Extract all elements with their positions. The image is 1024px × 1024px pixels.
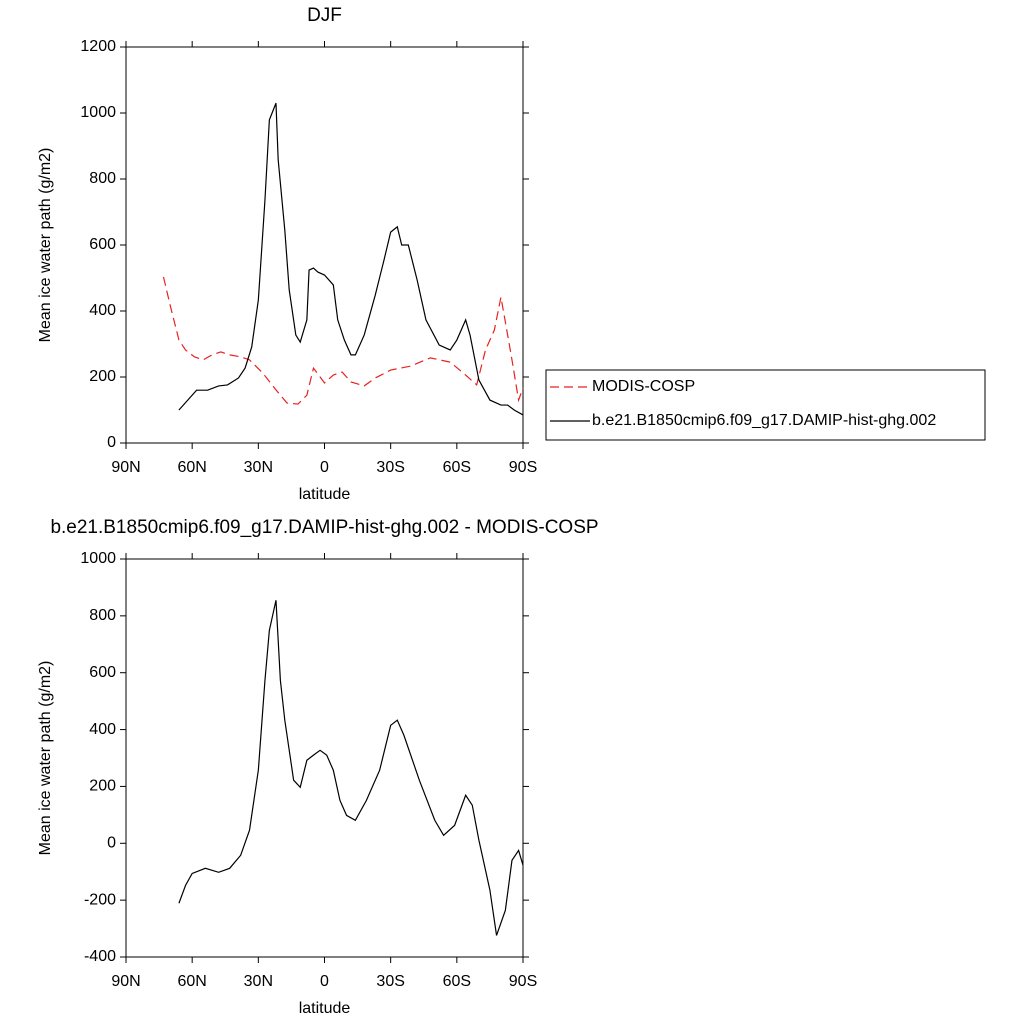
- x-tick-label: 60N: [177, 459, 206, 476]
- x-tick-label: 30S: [376, 459, 404, 476]
- y-tick-label: 400: [89, 302, 116, 319]
- legend-box: [545, 369, 986, 441]
- x-tick-label: 90N: [111, 973, 140, 990]
- y-tick-label: 800: [89, 607, 116, 624]
- y-tick-label: 0: [107, 835, 116, 852]
- x-tick-label: 90S: [509, 459, 537, 476]
- chart-title: DJF: [307, 5, 342, 26]
- y-tick-label: 200: [89, 778, 116, 795]
- data-line: [162, 276, 524, 405]
- chart-title: b.e21.B1850cmip6.f09_g17.DAMIP-hist-ghg.…: [50, 517, 598, 538]
- y-tick-label: 600: [89, 236, 116, 253]
- x-tick-label: 60S: [443, 973, 471, 990]
- y-axis-label: Mean ice water path (g/m2): [37, 148, 54, 343]
- x-tick-label: 90S: [509, 973, 537, 990]
- x-tick-label: 60S: [443, 459, 471, 476]
- x-tick-label: 30S: [376, 973, 404, 990]
- y-tick-label: -200: [84, 891, 116, 908]
- plot-frame: [125, 558, 524, 958]
- x-tick-label: 30N: [244, 459, 273, 476]
- y-tick-label: 200: [89, 368, 116, 385]
- x-tick-label: 60N: [177, 973, 206, 990]
- x-tick-label: 0: [320, 459, 329, 476]
- y-tick-label: 1200: [80, 38, 116, 55]
- data-line: [178, 102, 524, 416]
- data-line: [178, 600, 524, 936]
- x-axis-label: latitude: [299, 1000, 351, 1017]
- x-tick-label: 0: [320, 973, 329, 990]
- y-tick-label: 800: [89, 170, 116, 187]
- y-tick-label: -400: [84, 948, 116, 965]
- y-tick-label: 600: [89, 664, 116, 681]
- legend-label: b.e21.B1850cmip6.f09_g17.DAMIP-hist-ghg.…: [592, 412, 936, 429]
- y-tick-label: 400: [89, 721, 116, 738]
- y-tick-label: 1000: [80, 104, 116, 121]
- y-tick-label: 1000: [80, 550, 116, 567]
- y-axis-label: Mean ice water path (g/m2): [37, 661, 54, 856]
- x-axis-label: latitude: [299, 486, 351, 503]
- x-tick-label: 30N: [244, 973, 273, 990]
- legend-label: MODIS-COSP: [592, 378, 695, 395]
- x-tick-label: 90N: [111, 459, 140, 476]
- y-tick-label: 0: [107, 434, 116, 451]
